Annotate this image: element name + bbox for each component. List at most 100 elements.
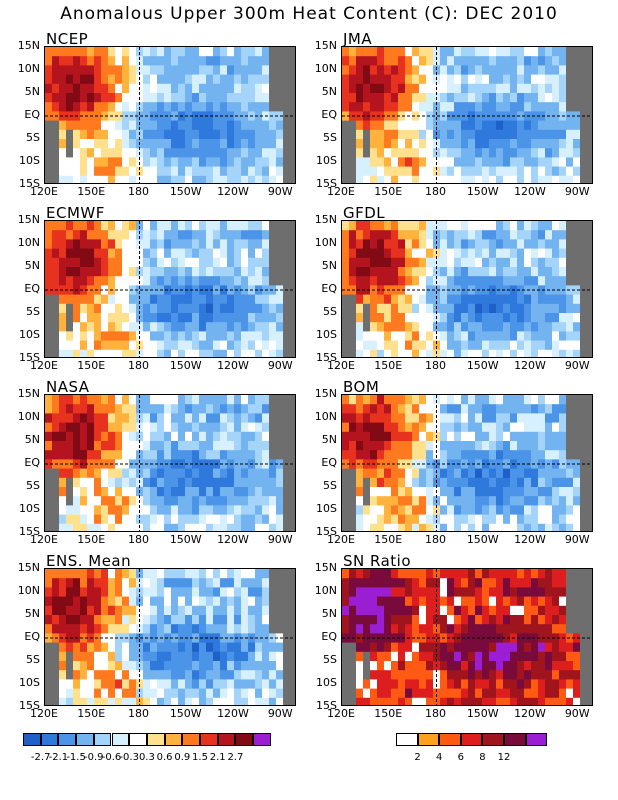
heatmap-cell [342,230,350,240]
colorbar-swatch [482,733,504,746]
heatmap-cell [391,404,399,414]
heatmap-cell [185,431,193,442]
heatmap-cell [143,331,151,342]
heatmap-cell [461,303,469,314]
heatmap-cell [391,697,399,705]
heatmap-cell [122,276,130,286]
heatmap-cell [538,285,546,296]
heatmap-cell [545,331,553,342]
heatmap-cell [391,468,399,479]
heatmap-cell [566,93,574,103]
heatmap-cell [227,395,235,405]
heatmap-cell [356,615,364,625]
heatmap-cell [412,431,420,442]
heatmap-cell [206,569,214,579]
heatmap-cell [363,313,371,323]
heatmap-cell [101,267,109,277]
heatmap-cell [384,221,392,231]
heatmap-cell [66,313,74,323]
heatmap-cell [248,276,256,286]
heatmap-cell [66,422,74,433]
heatmap-cell [59,248,67,259]
heatmap-cell [370,413,378,424]
heatmap-cell [363,303,371,314]
heatmap-cell [461,221,469,231]
heatmap-cell [66,505,74,516]
heatmap-cell [290,661,295,671]
heatmap-cell [587,697,592,705]
heatmap-cell [220,487,228,497]
heatmap-cell [150,331,158,342]
heatmap-cell [66,111,74,122]
heatmap-cell [59,651,67,662]
heatmap-cell [349,688,357,699]
heatmap-cell [150,661,158,671]
heatmap-cell [45,468,53,479]
heatmap-cell [496,523,504,531]
heatmap-cell [220,413,228,424]
heatmap-cell [342,514,350,525]
heatmap-cell [87,56,95,66]
heatmap-cell [489,74,497,85]
heatmap-cell [412,83,420,94]
heatmap-cell [262,267,270,277]
heatmap-cell [206,477,214,488]
heatmap-cell [419,276,427,286]
heatmap-cell [220,605,228,616]
heatmap-cell [45,596,53,607]
heatmap-cell [241,230,249,240]
heatmap-cell [129,303,137,314]
heatmap-cell [129,413,137,424]
heatmap-cell [234,422,242,433]
heatmap-cell [517,633,525,644]
heatmap-cell [496,303,504,314]
heatmap-cell [115,166,123,177]
heatmap-cell [262,587,270,598]
heatmap-cell [192,422,200,433]
heatmap-cell [87,221,95,231]
heatmap-cell [447,624,455,634]
heatmap-cell [447,47,455,57]
heatmap-cell [531,148,539,158]
heatmap-cell [454,129,462,140]
heatmap-cell [52,431,60,442]
heatmap-cell [538,294,546,305]
heatmap-cell [475,395,483,405]
heatmap-cell [363,285,371,296]
heatmap-cell [433,569,441,579]
heatmap-cell [559,487,567,497]
heatmap-cell [115,431,123,442]
heatmap-cell [59,349,67,357]
heatmap-cell [356,93,364,103]
heatmap-cell [566,404,574,414]
heatmap-cell [164,139,172,149]
heatmap-cell [199,56,207,66]
heatmap-cell [419,102,427,112]
heatmap-cell [269,148,277,158]
heatmap-cell [496,221,504,231]
heatmap-cell [178,413,186,424]
heatmap-cell [538,111,546,122]
heatmap-cell [66,303,74,314]
heatmap-cell [545,450,553,460]
heatmap-cell [80,294,88,305]
heatmap-cell [440,294,448,305]
heatmap-cell [496,596,504,607]
heatmap-cell [122,477,130,488]
heatmap-cell [384,670,392,680]
heatmap-cell [199,651,207,662]
heatmap-cell [178,450,186,460]
heatmap-cell [269,596,277,607]
heatmap-cell [517,120,525,131]
heatmap-cell [276,633,284,644]
heatmap-cell [405,642,413,653]
heatmap-cell [234,349,242,357]
heatmap-cell [468,468,476,479]
heatmap-cell [587,129,592,140]
heatmap-cell [356,102,364,112]
heatmap-cell [66,148,74,158]
heatmap-cell [80,624,88,634]
heatmap-cell [122,413,130,424]
heatmap-cell [213,322,221,332]
heatmap-cell [220,468,228,479]
